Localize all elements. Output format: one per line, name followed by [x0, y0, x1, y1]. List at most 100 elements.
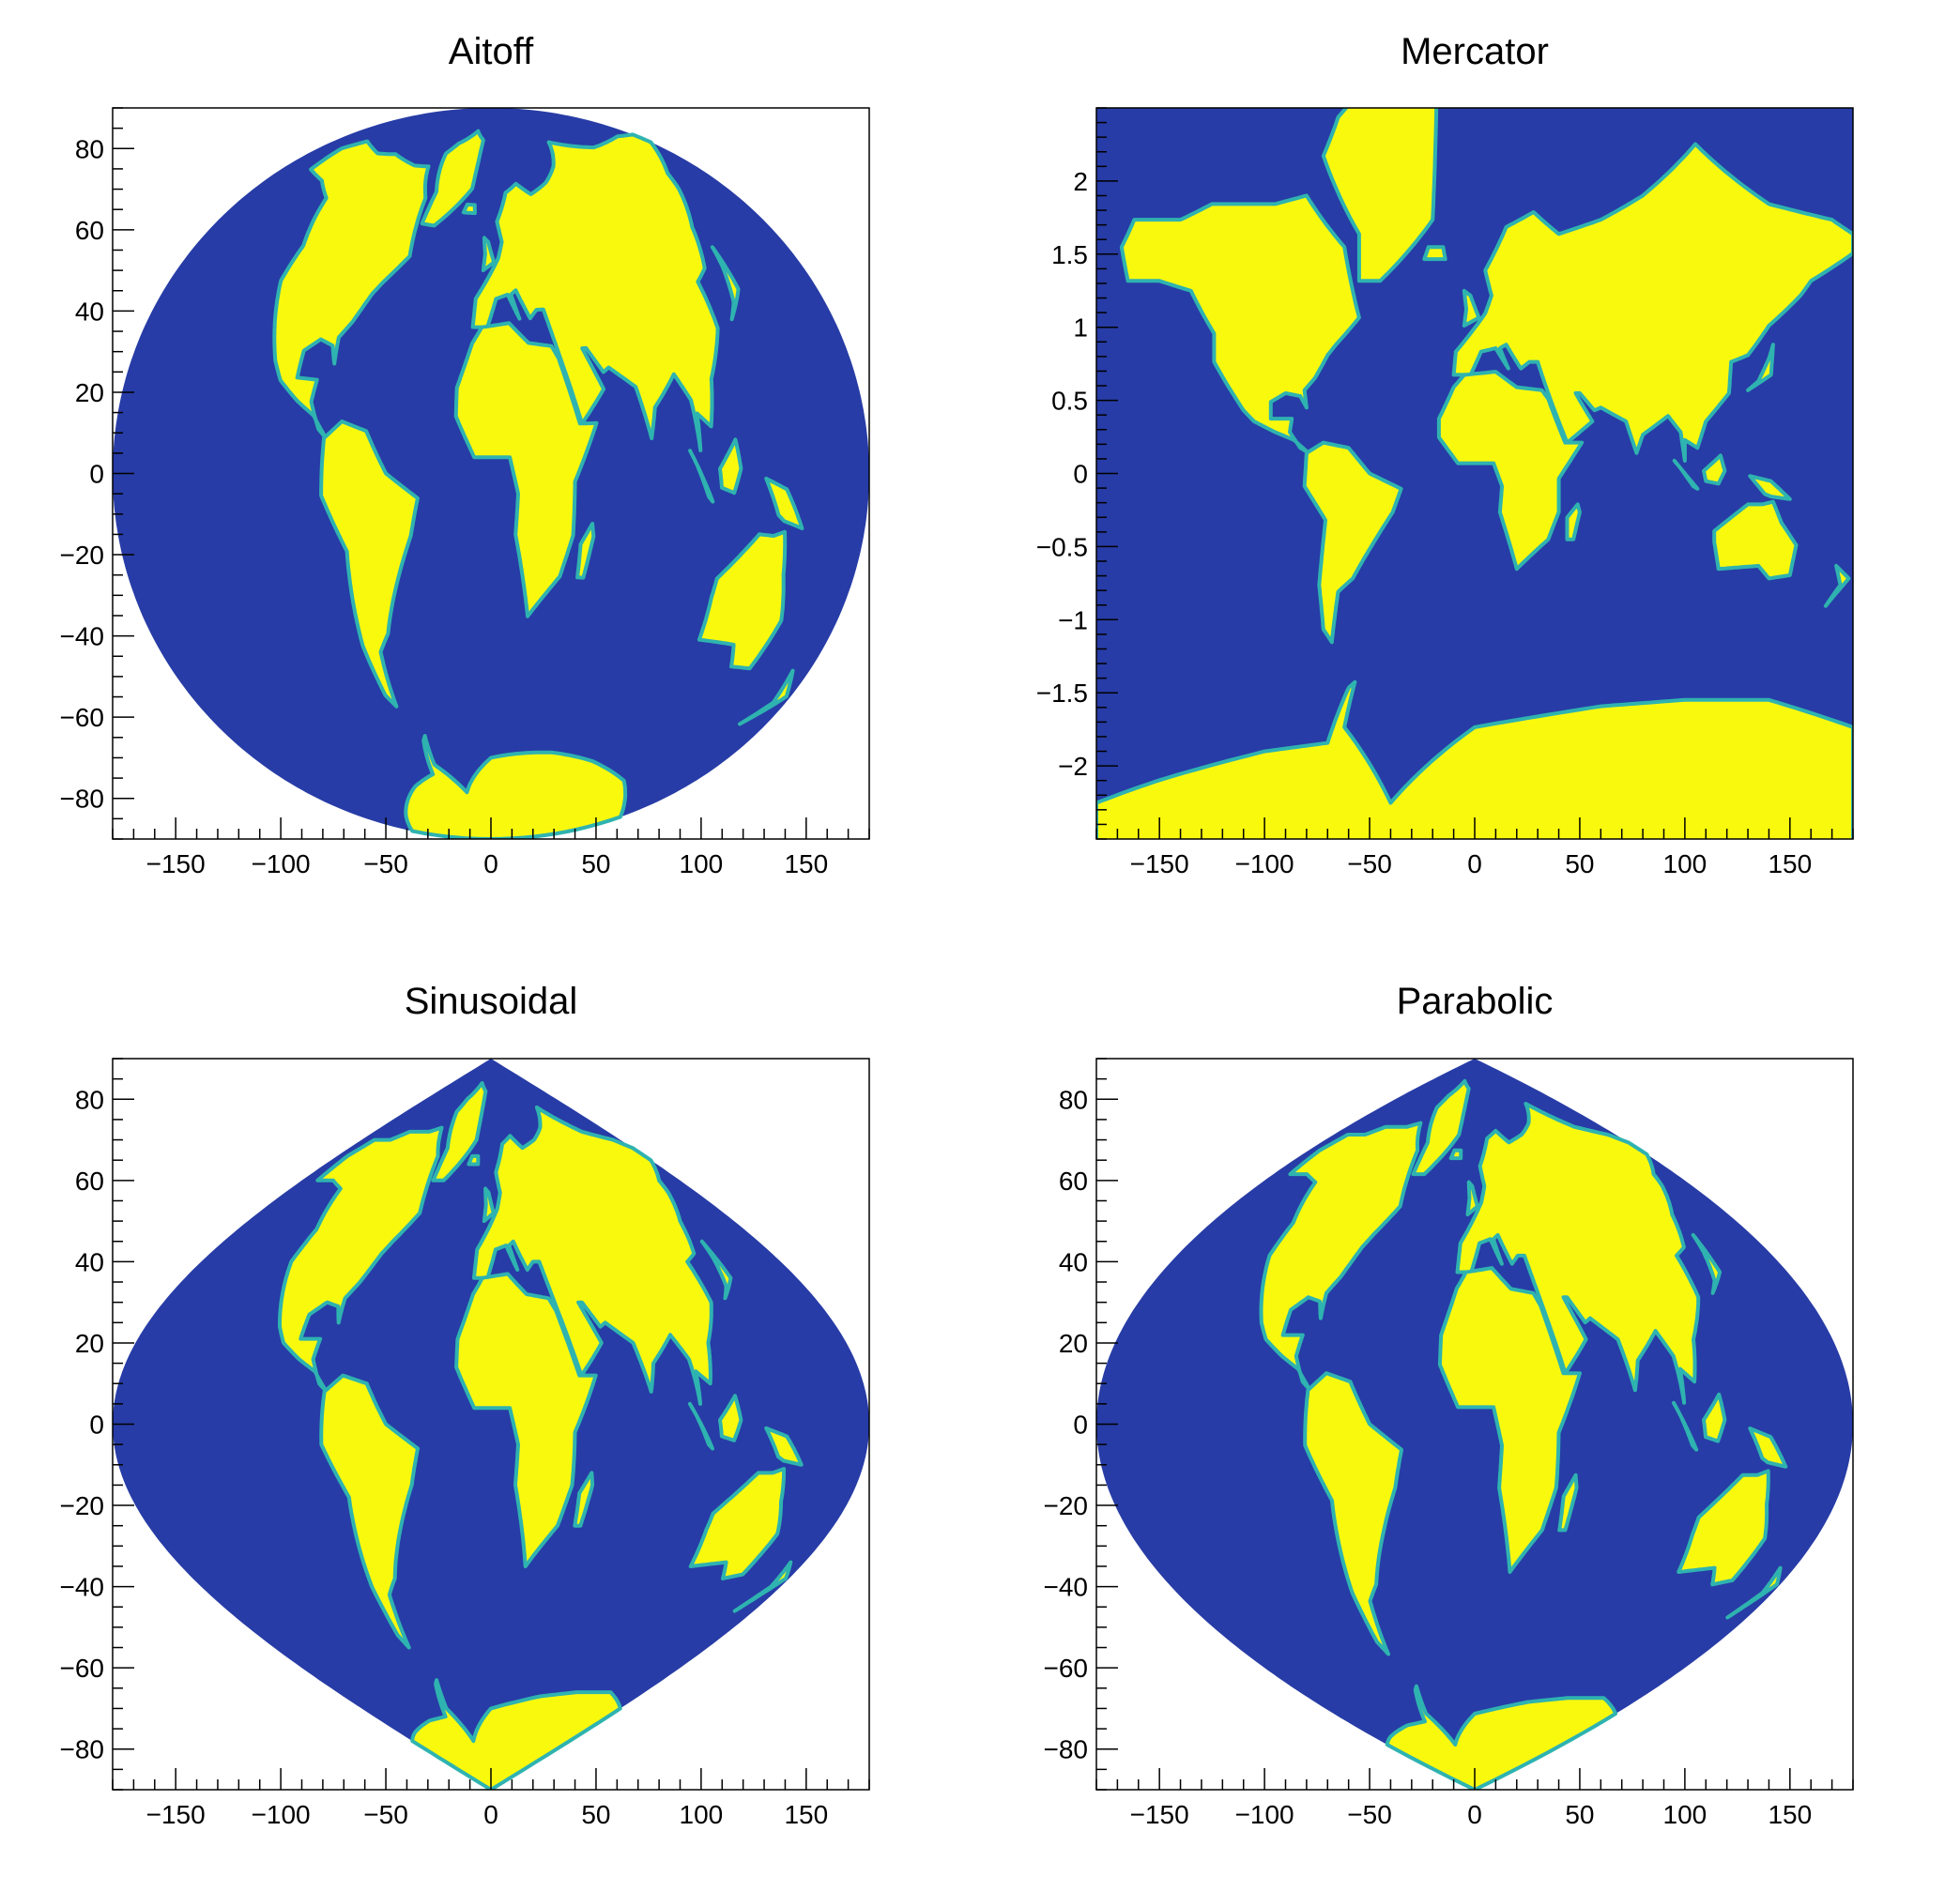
y-tick-label: 40: [75, 297, 104, 326]
landmass-british-isles: [481, 236, 497, 273]
y-tick-label: −40: [60, 622, 105, 651]
y-tick-label: −40: [60, 1573, 105, 1602]
y-tick-label: 0.5: [1051, 387, 1088, 416]
y-tick-label: 60: [1059, 1167, 1088, 1196]
y-tick-label: −20: [1044, 1491, 1089, 1520]
y-tick-label: −60: [60, 703, 105, 732]
y-tick-label: 0: [1073, 460, 1088, 489]
landmass-iceland: [461, 202, 477, 216]
y-tick-label: 2: [1073, 167, 1088, 196]
landmass-borneo: [1702, 453, 1727, 486]
y-tick-label: 80: [75, 1085, 104, 1114]
x-tick-label: 100: [1663, 1800, 1707, 1829]
x-tick-label: 150: [784, 1800, 828, 1829]
x-tick-label: 100: [1663, 849, 1707, 878]
landmass-borneo: [718, 437, 743, 496]
landmass-antarctica: [404, 734, 628, 839]
landmass-madagascar: [1565, 502, 1582, 542]
landmass-greenland: [1411, 1078, 1471, 1177]
landmass-new-zealand: [1725, 1565, 1783, 1620]
y-tick-label: −60: [60, 1654, 105, 1683]
map-panel-sinusoidal: Sinusoidal −150 −100 −50 0 50 100 150 −80 −60 −40 −…: [60, 981, 870, 1829]
landmass-new-zealand: [738, 668, 795, 726]
x-tick-label: −100: [252, 849, 311, 878]
y-tick-label: −80: [1044, 1735, 1089, 1764]
landmass-australia: [1677, 1469, 1770, 1587]
y-tick-label: −0.5: [1036, 532, 1088, 561]
landmass-borneo: [718, 1394, 743, 1442]
x-tick-label: −100: [1235, 849, 1294, 878]
y-tick-label: 0: [1073, 1411, 1088, 1440]
landmass-eurasia: [1451, 142, 1853, 463]
y-tick-label: 80: [75, 134, 104, 163]
landmass-new-guinea: [764, 1426, 804, 1467]
landmass-antarctica: [1096, 679, 1853, 839]
y-tick-label: −80: [60, 785, 105, 814]
landmass-sumatra: [1672, 1400, 1699, 1452]
y-tick-label: 20: [1059, 1329, 1088, 1358]
x-tick-label: −150: [146, 1800, 206, 1829]
y-tick-label: −80: [60, 1735, 105, 1764]
map-area: [1096, 1059, 1853, 1790]
x-tick-label: 0: [483, 1800, 498, 1829]
landmass-north-america: [272, 139, 431, 440]
landmass-south-america: [319, 1373, 421, 1650]
x-tick-label: 50: [1565, 849, 1594, 878]
landmass-new-zealand: [1823, 563, 1851, 608]
landmass-japan: [710, 245, 741, 322]
panel-title: Parabolic: [1397, 981, 1554, 1022]
landmass-eurasia: [471, 1105, 713, 1406]
y-tick-label: 60: [75, 216, 104, 245]
ocean: [113, 1059, 869, 1790]
map-panel-aitoff: Aitoff −150 −100 −50 0 50 100 150 −80 −60 −40 −20 0 2…: [60, 31, 870, 878]
landmass-north-america: [1259, 1121, 1423, 1393]
x-tick-label: 0: [483, 849, 498, 878]
landmass-madagascar: [575, 522, 596, 580]
landmass-new-zealand: [732, 1560, 793, 1613]
y-tick-label: 20: [75, 1329, 104, 1358]
x-tick-label: −50: [1347, 1800, 1392, 1829]
ocean: [113, 108, 869, 839]
map-area: [113, 108, 869, 839]
landmass-british-isles: [1465, 1180, 1479, 1217]
y-tick-label: 1.5: [1051, 240, 1088, 269]
panel-title: Sinusoidal: [405, 981, 578, 1022]
x-tick-label: 100: [680, 849, 724, 878]
landmass-new-guinea: [1748, 1427, 1788, 1469]
y-tick-label: −60: [1044, 1654, 1089, 1683]
landmass-eurasia: [470, 132, 720, 452]
map-panel-parabolic: Parabolic −150 −100 −50 0 50 100 150 −80 −60 −40 −2…: [1044, 981, 1854, 1829]
landmass-south-america: [1303, 1371, 1403, 1656]
x-tick-label: −150: [1130, 1800, 1189, 1829]
x-tick-label: −100: [1235, 1800, 1294, 1829]
landmass-japan: [1691, 1232, 1723, 1295]
landmass-africa: [453, 321, 599, 618]
landmass-australia: [697, 529, 788, 671]
ocean: [1096, 1059, 1853, 1790]
x-tick-label: −50: [1347, 849, 1392, 878]
landmass-greenland: [1321, 108, 1439, 283]
y-tick-label: −1: [1058, 605, 1088, 634]
landmass-iceland: [467, 1153, 481, 1167]
y-tick-label: −20: [60, 1491, 105, 1520]
x-tick-label: −150: [146, 849, 206, 878]
landmass-north-america: [278, 1125, 444, 1394]
x-tick-label: −150: [1130, 849, 1189, 878]
map-panel-mercator: Mercator −150 −100 −50 0 50 100 150 −2 −1.5 −1 −0.5…: [1036, 31, 1854, 878]
landmass-australia: [688, 1467, 787, 1580]
y-tick-label: 80: [1059, 1085, 1088, 1114]
landmass-japan: [699, 1239, 733, 1301]
y-tick-label: 0: [89, 460, 104, 489]
landmass-borneo: [1702, 1392, 1727, 1443]
map-area: [1096, 108, 1853, 839]
landmass-japan: [1746, 343, 1775, 392]
landmass-british-isles: [1462, 288, 1481, 328]
landmass-africa: [454, 1272, 598, 1568]
x-tick-label: 0: [1467, 1800, 1482, 1829]
y-tick-label: 60: [75, 1167, 104, 1196]
landmass-madagascar: [1557, 1472, 1579, 1533]
x-tick-label: 100: [680, 1800, 724, 1829]
x-tick-label: −100: [252, 1800, 311, 1829]
y-tick-label: −40: [1044, 1573, 1089, 1602]
